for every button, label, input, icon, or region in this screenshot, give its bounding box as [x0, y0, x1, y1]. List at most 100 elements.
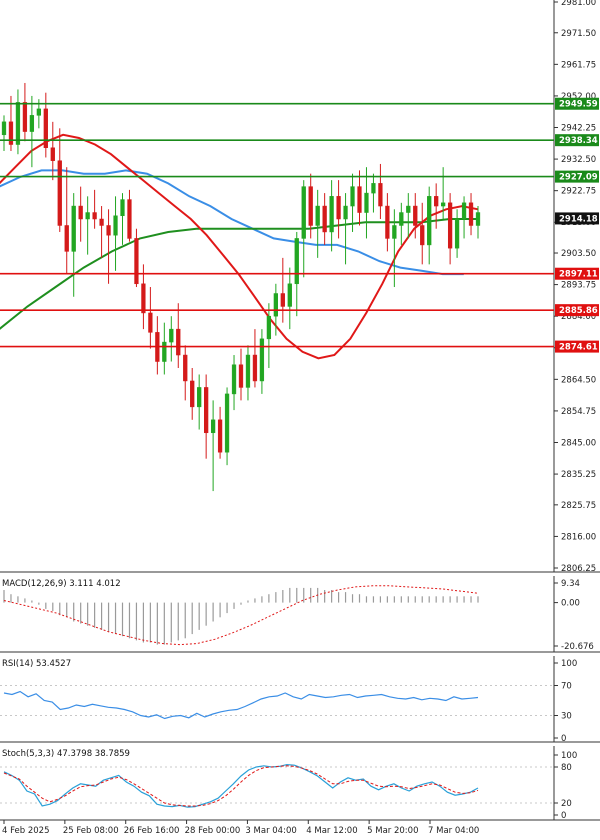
candle-body	[259, 338, 265, 382]
level-tag	[555, 97, 599, 110]
price-tick-label: 2816.00	[561, 532, 596, 542]
price-tick-label: 2854.75	[561, 407, 596, 417]
macd-label: MACD(12,26,9) 3.111 4.012	[2, 579, 121, 589]
macd-signal-line	[3, 585, 479, 646]
level-tag	[555, 304, 599, 317]
candle-body	[434, 196, 439, 207]
rsi-tick-label: 100	[561, 659, 577, 669]
candle-body	[92, 212, 97, 220]
stoch-tick-label: 80	[561, 763, 572, 773]
candle-body	[231, 364, 237, 395]
candle-body	[78, 205, 83, 220]
candle-body	[294, 238, 299, 285]
candle-body	[36, 108, 41, 116]
candle-body	[85, 212, 90, 220]
price-tick-label: 2932.50	[561, 155, 596, 165]
stoch-label: Stoch(5,3,3) 47.3798 38.7859	[2, 749, 130, 759]
level-tag	[555, 170, 599, 183]
candle-body	[190, 380, 195, 408]
time-tick-label: 28 Feb 00:00	[185, 826, 241, 836]
rsi-tick-label: 70	[561, 682, 572, 692]
price-tick-label: 2864.50	[561, 375, 596, 385]
stoch-d-line	[3, 765, 479, 807]
candle-body	[113, 215, 118, 236]
candle-body	[176, 328, 181, 356]
price-tick-label: 2845.00	[561, 438, 596, 448]
level-tag-label: 2938.34	[559, 136, 598, 146]
candle-body	[204, 387, 209, 434]
time-tick-label: 26 Feb 16:00	[124, 826, 180, 836]
ma-blue-line	[0, 169, 464, 276]
level-tag-label: 2949.59	[559, 100, 598, 110]
candle-body	[357, 186, 362, 213]
candle-body	[22, 102, 28, 132]
time-tick-label: 4 Feb 2025	[2, 826, 50, 836]
stoch-panel: 100 80 20 0 Stoch(5,3,3) 47.3798 38.7859	[0, 746, 600, 821]
candle-body	[413, 205, 418, 226]
candle-body	[217, 419, 223, 453]
price-tick-label: 2893.75	[561, 281, 596, 291]
price-tick-label: 2981.00	[561, 0, 596, 8]
current-price-tag	[555, 212, 599, 225]
candle-body	[273, 293, 278, 317]
time-tick-label: 3 Mar 04:00	[245, 826, 296, 836]
current-price-label: 2914.18	[559, 214, 598, 224]
price-tick-label: 2942.25	[561, 124, 596, 134]
time-tick-label: 4 Mar 12:00	[306, 826, 357, 836]
candle-body	[301, 186, 306, 239]
rsi-panel: 100 70 30 0 RSI(14) 53.4527	[0, 656, 600, 744]
candle-body	[447, 202, 453, 249]
level-tag-label: 2927.09	[559, 173, 598, 183]
level-tag-label: 2885.86	[559, 306, 598, 316]
candle-body	[64, 225, 69, 252]
candle-body	[50, 147, 55, 161]
candle-body	[468, 202, 474, 226]
candle-body	[245, 354, 251, 388]
candle-body	[427, 196, 432, 246]
price-plot-area	[0, 0, 554, 572]
candle-body	[280, 293, 285, 307]
candle-body	[329, 196, 334, 233]
candle-body	[141, 283, 146, 314]
candle-body	[336, 196, 341, 220]
candle-body	[392, 225, 397, 239]
price-tick-label: 2961.75	[561, 60, 596, 70]
candle-body	[134, 238, 139, 285]
candle-body	[322, 205, 327, 233]
candle-body	[29, 115, 35, 132]
candle-body	[385, 205, 390, 239]
macd-tick-label: 9.34	[561, 579, 580, 589]
candle-body	[8, 121, 14, 145]
macd-tick-label: 0.00	[561, 599, 580, 609]
candle-body	[378, 183, 383, 207]
candle-body	[99, 218, 104, 226]
candle-body	[364, 192, 369, 213]
candle-body	[43, 108, 48, 149]
candle-body	[287, 283, 292, 307]
candle-body	[210, 419, 216, 434]
stoch-k-line	[3, 763, 479, 808]
price-tick-label: 2835.25	[561, 470, 596, 480]
candle-body	[162, 341, 167, 362]
time-tick-label: 5 Mar 20:00	[367, 826, 418, 836]
stoch-tick-label: 20	[561, 799, 572, 809]
level-tag	[555, 340, 599, 353]
candle-body	[315, 205, 320, 226]
candle-body	[183, 354, 188, 382]
candle-body	[350, 186, 355, 207]
price-tick-label: 2922.75	[561, 187, 596, 197]
candle-body	[224, 393, 230, 453]
level-tag	[555, 134, 599, 147]
candle-body	[148, 312, 153, 333]
candle-body	[461, 202, 467, 220]
macd-panel: 9.34 0.00 -20.676 MACD(12,26,9) 3.111 4.012	[0, 576, 600, 653]
price-tick-label: 2903.50	[561, 249, 596, 259]
candle-body	[252, 354, 258, 382]
price-tick-label: 2952.00	[561, 92, 596, 102]
candle-body	[15, 102, 21, 145]
rsi-tick-label: 30	[561, 712, 572, 722]
price-panel: 2981.00 2971.50 2961.75 2952.00 2942.25 2932.…	[0, 0, 600, 574]
ma-green-line	[0, 218, 478, 330]
macd-tick-label: -20.676	[561, 642, 594, 652]
